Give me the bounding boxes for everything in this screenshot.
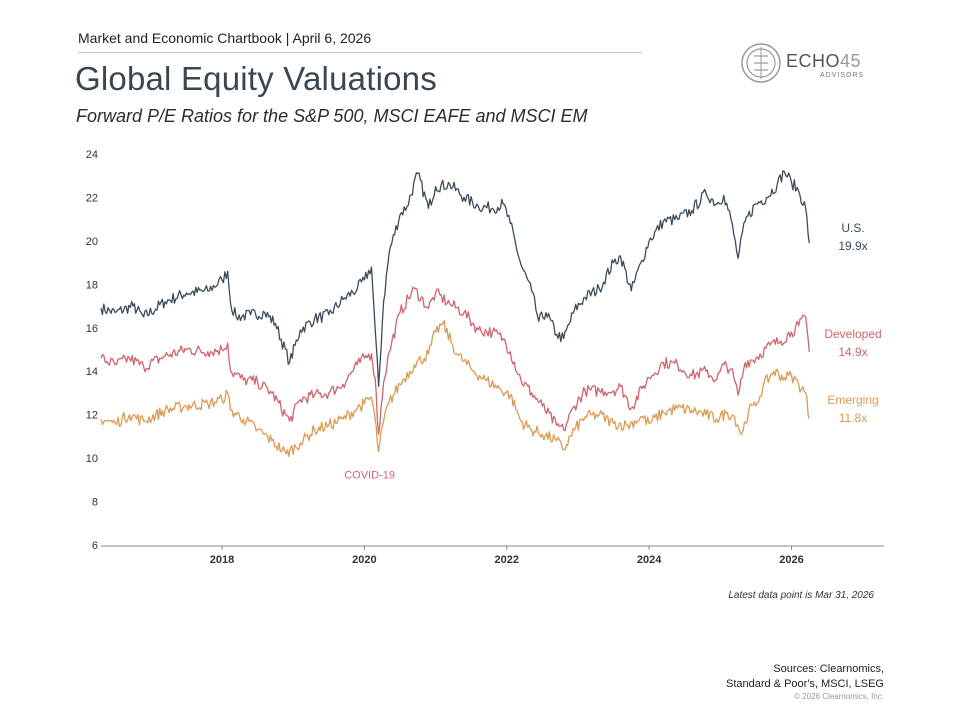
x-tick-label: 2020 (352, 554, 376, 566)
sources-line-2: Standard & Poor's, MSCI, LSEG (725, 678, 884, 690)
chartbook-header: Market and Economic Chartbook | April 6,… (78, 30, 372, 46)
y-tick-label: 14 (86, 366, 98, 378)
x-tick-label: 2018 (210, 554, 234, 566)
y-tick-label: 22 (86, 192, 98, 204)
logo-word: ECHO (786, 51, 841, 71)
covid-annotation: COVID-19 (344, 469, 395, 481)
series-label-value: 11.8x (839, 411, 867, 425)
y-tick-label: 12 (86, 410, 98, 422)
page-title: Global Equity Valuations (75, 60, 437, 97)
logo-wordmark: ECHO45 (786, 51, 861, 72)
x-tick-label: 2022 (494, 554, 518, 566)
y-tick-label: 20 (86, 236, 98, 248)
sources-text: Sources: Clearnomics, Standard & Poor's,… (726, 662, 884, 692)
series-line-developed (100, 286, 810, 435)
series-label-name: Emerging (827, 393, 878, 407)
series-line-us (100, 170, 810, 388)
copyright-text: © 2026 Clearnomics, Inc. (794, 692, 884, 701)
y-tick-label: 8 (92, 497, 98, 509)
logo-circle-icon (741, 43, 781, 83)
echo45-logo: ECHO45 ADVISORS (740, 42, 880, 86)
y-tick-label: 18 (86, 279, 98, 291)
x-tick-label: 2024 (637, 554, 662, 566)
y-tick-label: 24 (86, 149, 98, 161)
page-subtitle: Forward P/E Ratios for the S&P 500, MSCI… (76, 106, 588, 126)
sources-line-1: Sources: Clearnomics, (773, 663, 884, 675)
latest-data-note: Latest data point is Mar 31, 2026 (728, 590, 874, 601)
series-line-emerging (100, 319, 810, 458)
series-label-value: 19.9x (838, 239, 867, 253)
x-tick-label: 2026 (779, 554, 803, 566)
y-tick-label: 6 (92, 540, 98, 552)
y-tick-label: 10 (86, 453, 98, 465)
series-label-name: U.S. (841, 221, 864, 235)
logo-number: 45 (840, 51, 862, 71)
logo-subtitle: ADVISORS (820, 72, 865, 79)
header-divider (78, 52, 642, 53)
y-tick-label: 16 (86, 323, 98, 335)
series-label-name: Developed (824, 327, 881, 341)
series-label-value: 14.9x (838, 345, 867, 359)
